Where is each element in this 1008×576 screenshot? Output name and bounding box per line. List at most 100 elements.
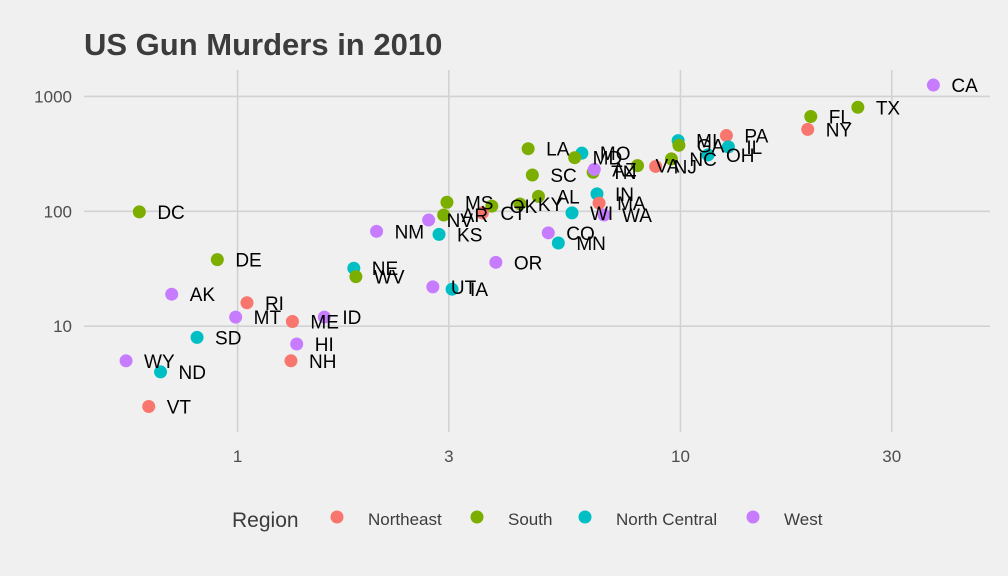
data-point-mt [229, 310, 243, 324]
point-label-al: AL [556, 187, 579, 208]
point-label-md: MD [593, 149, 623, 170]
legend-label-northeast: Northeast [368, 510, 442, 529]
point-label-il: IL [746, 138, 762, 159]
y-tick-label: 100 [44, 202, 72, 221]
point-label-nh: NH [309, 352, 336, 373]
data-points [119, 78, 940, 414]
point-label-ok: OK [510, 197, 538, 218]
data-point-il [721, 140, 735, 154]
data-point-ny [801, 122, 815, 136]
point-label-ia: IA [470, 280, 488, 301]
data-point-az [587, 162, 601, 176]
data-point-oh [701, 148, 715, 162]
point-label-or: OR [514, 253, 543, 274]
legend-marker-northeast [330, 510, 344, 524]
point-label-nv: NV [447, 211, 474, 232]
point-label-nc: NC [689, 150, 716, 171]
data-point-fl [804, 110, 818, 124]
legend-title: Region [232, 509, 299, 532]
data-point-al [531, 189, 545, 203]
point-label-ny: NY [826, 120, 853, 141]
legend: Region Northeast South North Central West [232, 509, 823, 532]
data-point-ut [426, 280, 440, 294]
point-label-la: LA [546, 140, 570, 161]
point-label-wy: WY [144, 352, 175, 373]
point-label-wi: WI [590, 204, 613, 225]
data-point-co [541, 226, 555, 240]
data-point-ok [485, 199, 499, 213]
legend-marker-south [470, 510, 484, 524]
point-label-me: ME [310, 312, 339, 333]
data-point-sc [525, 168, 539, 182]
data-point-me [285, 314, 299, 328]
data-point-ca [926, 78, 940, 92]
point-label-ar: AR [462, 206, 488, 227]
point-label-ms: MS [465, 193, 494, 214]
data-point-md [568, 151, 582, 165]
y-tick-label: 1000 [34, 87, 72, 106]
point-label-id: ID [342, 308, 361, 329]
data-point-wi [565, 206, 579, 220]
data-point-wv [349, 270, 363, 284]
data-point-pa [719, 129, 733, 143]
point-label-wa: WA [622, 206, 652, 227]
point-label-wv: WV [374, 268, 405, 289]
data-point-nh [284, 354, 298, 368]
point-label-mt: MT [254, 308, 282, 329]
point-label-ri: RI [265, 294, 284, 315]
point-label-tn: TN [611, 163, 636, 184]
data-point-la [521, 142, 535, 156]
point-label-ak: AK [190, 285, 216, 306]
data-point-ct [475, 206, 489, 220]
point-label-sc: SC [550, 166, 576, 187]
data-point-id [317, 310, 331, 324]
axis-ticks: 1 3 10 30 10 100 1000 [34, 87, 901, 466]
point-label-az: AZ [612, 160, 637, 181]
data-point-nd [154, 365, 168, 379]
point-label-fl: FL [829, 108, 851, 129]
point-label-ma: MA [617, 194, 646, 215]
chart-title: US Gun Murders in 2010 [84, 27, 442, 62]
point-label-ks: KS [457, 225, 482, 246]
point-label-co: CO [566, 224, 595, 245]
data-point-ia [445, 282, 459, 296]
point-label-hi: HI [315, 335, 334, 356]
data-point-de [210, 253, 224, 267]
x-tick-label: 3 [444, 447, 453, 466]
data-point-mn [551, 236, 565, 250]
data-point-wy [119, 354, 133, 368]
point-label-ut: UT [451, 278, 477, 299]
legend-marker-west [746, 510, 760, 524]
point-label-ky: KY [538, 195, 564, 216]
data-point-ky [513, 197, 527, 211]
data-point-wa [597, 208, 611, 222]
legend-label-south: South [508, 510, 552, 529]
point-label-tx: TX [876, 98, 901, 119]
data-point-ma [592, 196, 606, 210]
data-point-ar [437, 208, 451, 222]
data-point-nj [649, 159, 663, 173]
legend-marker-north-central [578, 510, 592, 524]
point-label-ct: CT [500, 204, 526, 225]
data-point-nv [422, 213, 436, 227]
point-label-oh: OH [726, 146, 755, 167]
data-point-dc [132, 205, 146, 219]
point-label-de: DE [235, 251, 261, 272]
data-point-or [489, 255, 503, 269]
data-point-hi [290, 337, 304, 351]
point-label-mn: MN [576, 234, 606, 255]
point-label-ca: CA [951, 76, 978, 97]
data-point-ms [440, 195, 454, 209]
legend-label-west: West [784, 510, 823, 529]
point-label-ga: GA [697, 136, 725, 157]
point-label-mi: MI [696, 132, 717, 153]
data-point-tx [851, 100, 865, 114]
data-point-ga [672, 138, 686, 152]
point-label-nd: ND [179, 363, 206, 384]
data-point-ri [240, 296, 254, 310]
data-point-ks [432, 227, 446, 241]
point-label-sd: SD [215, 328, 241, 349]
point-label-mo: MO [600, 144, 631, 165]
